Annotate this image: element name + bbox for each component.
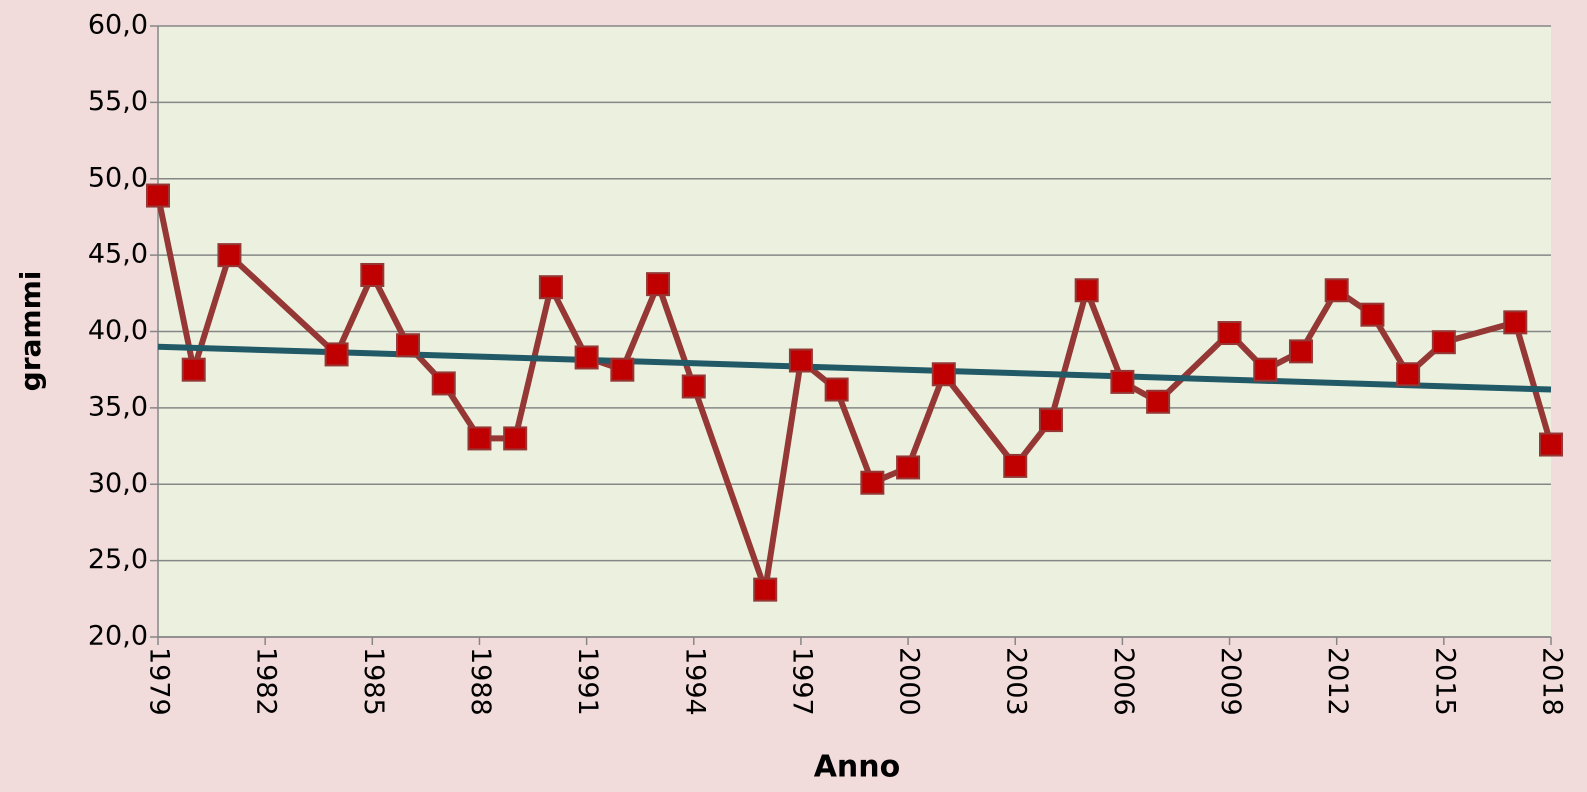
- data-marker: [538, 275, 563, 300]
- x-tick-label: 2012: [1322, 647, 1353, 716]
- data-marker: [824, 377, 849, 402]
- data-marker: [217, 243, 242, 268]
- x-tick-label: 1985: [358, 647, 389, 716]
- data-marker: [896, 455, 921, 480]
- x-tick-label: 1982: [251, 647, 282, 716]
- y-tick-label: 60,0: [88, 10, 148, 41]
- x-tick-label: 1979: [144, 647, 175, 716]
- data-marker: [431, 371, 456, 396]
- data-marker: [1360, 302, 1385, 327]
- data-marker: [467, 426, 492, 451]
- data-marker: [1146, 389, 1171, 414]
- x-tick-label: 2009: [1215, 647, 1246, 716]
- data-marker: [1038, 408, 1063, 433]
- data-marker: [1253, 357, 1278, 382]
- data-marker: [1324, 278, 1349, 303]
- x-tick-label: 2000: [894, 647, 925, 716]
- data-marker: [1288, 339, 1313, 364]
- y-tick-label: 45,0: [88, 239, 148, 270]
- data-marker: [324, 342, 349, 367]
- data-marker: [574, 345, 599, 370]
- y-tick-label: 50,0: [88, 162, 148, 193]
- x-axis-label: Anno: [814, 750, 901, 785]
- y-axis-label: grammi: [14, 271, 47, 392]
- data-marker: [931, 362, 956, 387]
- data-marker: [1110, 369, 1135, 394]
- data-marker: [1396, 362, 1421, 387]
- data-marker: [788, 348, 813, 373]
- data-marker: [610, 357, 635, 382]
- x-tick-label: 2003: [1001, 647, 1032, 716]
- data-marker: [360, 262, 385, 287]
- data-marker: [396, 333, 421, 358]
- data-marker: [1003, 453, 1028, 478]
- x-tick-label: 1988: [465, 647, 496, 716]
- trend-line: [157, 343, 1552, 393]
- x-tick-label: 2006: [1108, 647, 1139, 716]
- y-tick-label: 55,0: [88, 86, 148, 117]
- data-marker: [146, 183, 170, 208]
- data-marker: [181, 357, 206, 382]
- data-marker: [1431, 330, 1456, 355]
- data-marker: [1074, 278, 1099, 303]
- data-marker: [646, 272, 671, 297]
- x-tick-label: 1991: [572, 647, 603, 716]
- y-tick-label: 25,0: [88, 544, 148, 575]
- data-marker: [1503, 310, 1528, 335]
- y-tick-label: 20,0: [88, 621, 148, 652]
- x-tick-label: 2018: [1537, 647, 1568, 716]
- y-tick-label: 40,0: [88, 315, 148, 346]
- data-line: [155, 194, 1554, 593]
- data-marker: [1539, 432, 1563, 457]
- data-marker: [503, 426, 528, 451]
- x-tick-label: 1997: [786, 647, 817, 716]
- x-tick-label: 1994: [679, 647, 710, 716]
- x-tick-label: 2015: [1429, 647, 1460, 716]
- y-tick-label: 30,0: [88, 468, 148, 499]
- data-marker: [860, 470, 885, 495]
- data-marker: [1217, 321, 1242, 346]
- data-marker: [753, 577, 778, 602]
- data-marker: [681, 374, 706, 399]
- y-tick-label: 35,0: [88, 391, 148, 422]
